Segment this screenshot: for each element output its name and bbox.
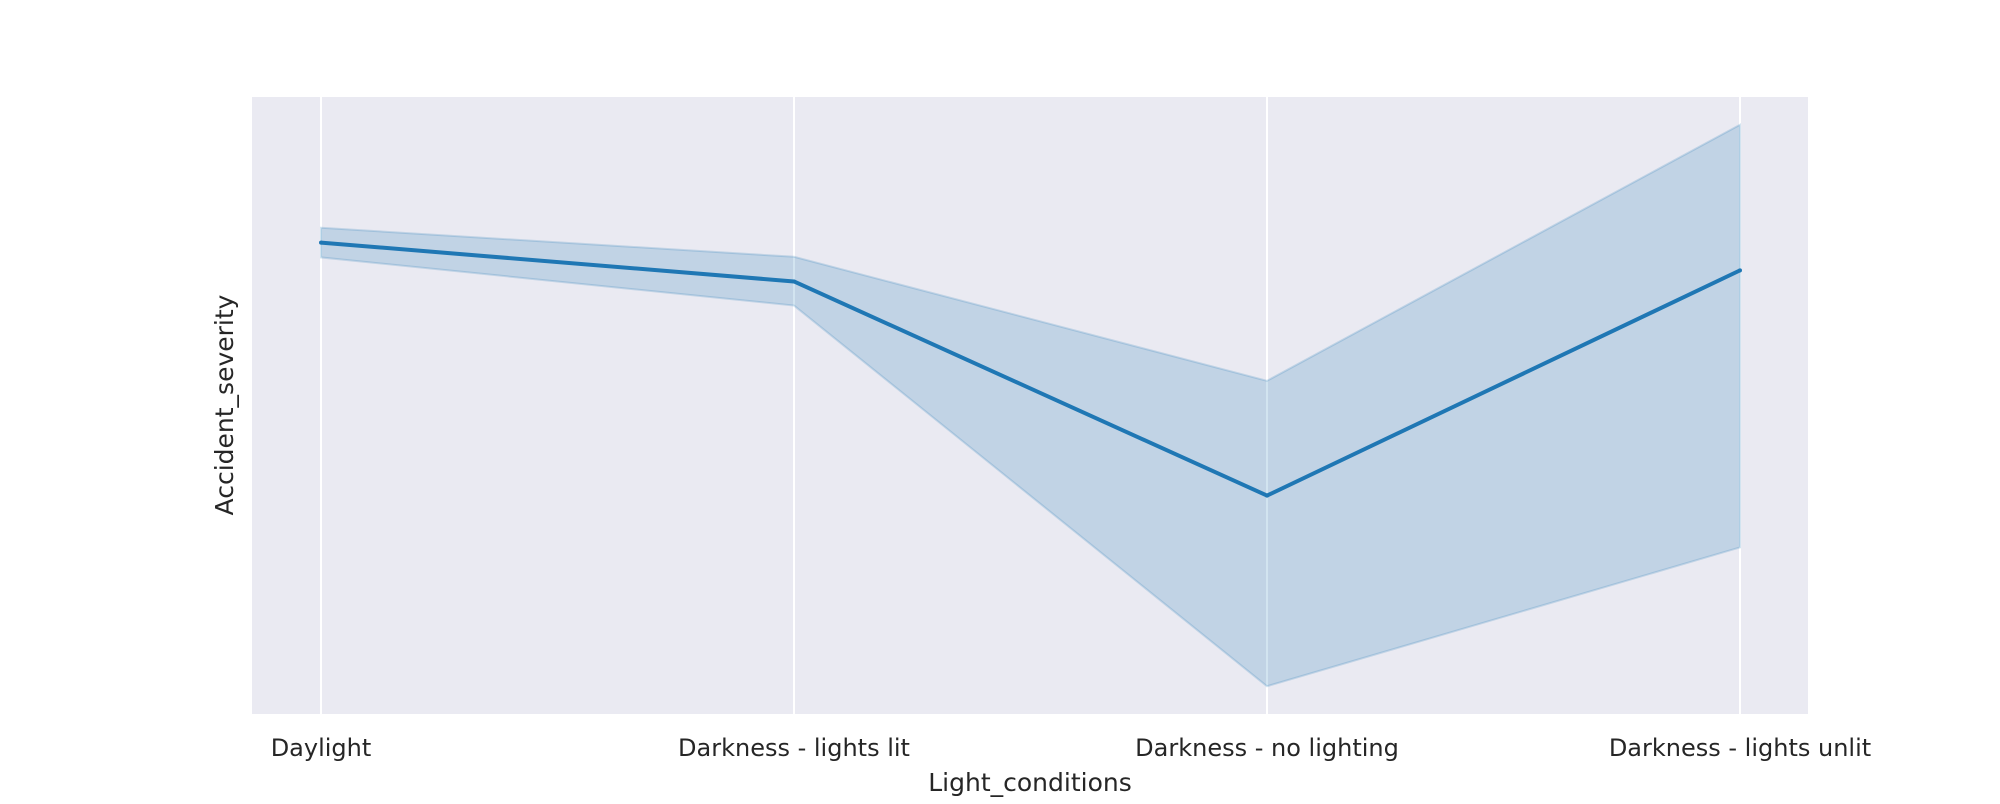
series-line [320, 240, 1741, 498]
x-tick-label: Daylight [271, 734, 372, 762]
plot-area [252, 97, 1808, 714]
data-point [1738, 268, 1742, 273]
x-tick-label: Darkness - lights unlit [1609, 734, 1871, 762]
confidence-band [320, 123, 1741, 688]
series-lines [319, 240, 1742, 498]
x-tick-label: Darkness - no lighting [1135, 734, 1399, 762]
data-point [792, 279, 796, 284]
x-axis-label: Light_conditions [928, 768, 1132, 797]
grid-lines [320, 97, 1741, 714]
data-point [319, 240, 323, 245]
confidence-bands [320, 123, 1741, 688]
x-tick-label: Darkness - lights lit [678, 734, 910, 762]
y-axis-label: Accident_severity [210, 294, 239, 515]
x-tick-labels: Daylight Darkness - lights lit Darkness - … [271, 734, 1871, 762]
data-point [1265, 493, 1269, 498]
